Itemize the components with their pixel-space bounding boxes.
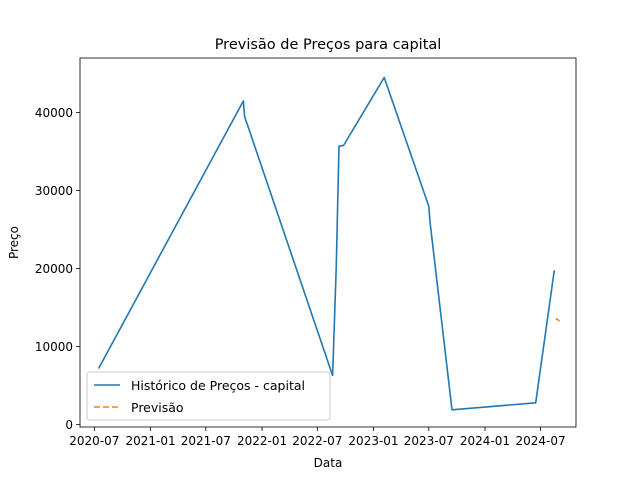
y-tick-label: 30000 — [35, 184, 73, 198]
legend-box — [86, 371, 331, 421]
y-tick-label: 10000 — [35, 340, 73, 354]
y-tick-label: 0 — [65, 418, 73, 432]
legend: Histórico de Preços - capital Previsão — [86, 371, 331, 421]
x-tick-label: 2022-01 — [237, 434, 287, 448]
series-line-0 — [97, 76, 556, 411]
legend-label-historico: Histórico de Preços - capital — [131, 378, 305, 393]
x-tick-label: 2021-07 — [181, 434, 231, 448]
x-tick-label: 2024-07 — [516, 434, 566, 448]
y-tick-label: 40000 — [35, 106, 73, 120]
y-axis-label: Preço — [7, 226, 21, 259]
legend-label-previsao: Previsão — [131, 400, 184, 415]
series-line-1 — [555, 317, 560, 322]
chart-title: Previsão de Preços para capital — [215, 37, 442, 53]
x-axis: 2020-07 2021-01 2021-07 2022-01 2022-07 2023-… — [69, 427, 566, 448]
plot-frame — [79, 57, 577, 428]
y-axis: 0 10000 20000 30000 40000 — [35, 106, 80, 432]
x-axis-label: Data — [314, 456, 343, 470]
series-layer — [97, 76, 560, 411]
x-tick-label: 2024-01 — [460, 434, 510, 448]
x-tick-label: 2020-07 — [69, 434, 119, 448]
x-tick-label: 2021-01 — [125, 434, 175, 448]
x-tick-label: 2022-07 — [292, 434, 342, 448]
y-tick-label: 20000 — [35, 262, 73, 276]
x-tick-label: 2023-07 — [404, 434, 454, 448]
x-tick-label: 2023-01 — [348, 434, 398, 448]
